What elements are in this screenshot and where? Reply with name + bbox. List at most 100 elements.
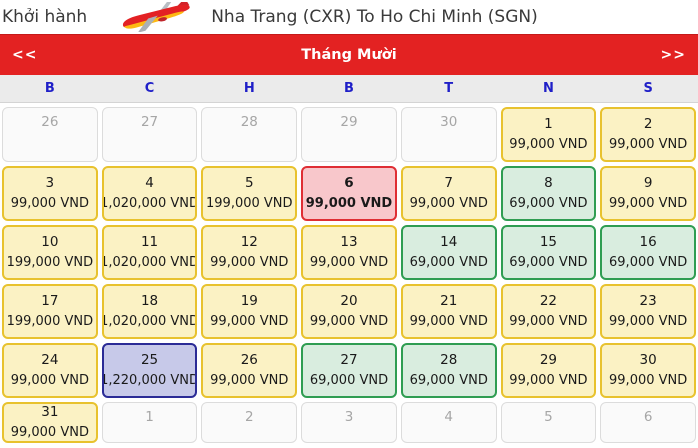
fare-price: 99,000 VND <box>409 196 488 212</box>
day-number: 4 <box>145 174 154 191</box>
calendar-day-cell[interactable]: 1 99,000 VND <box>500 107 597 162</box>
calendar-day-cell[interactable]: 17 199,000 VND <box>2 284 98 339</box>
day-number: 27 <box>140 114 159 130</box>
fare-price: 1,020,000 VND <box>101 255 198 271</box>
day-number: 18 <box>140 292 159 309</box>
calendar-day-cell: 27 <box>101 107 198 162</box>
calendar-day-cell[interactable]: 16 69,000 VND <box>600 225 696 280</box>
calendar-day-cell[interactable]: 28 69,000 VND <box>400 343 497 398</box>
calendar-day-cell[interactable]: 20 99,000 VND <box>301 284 397 339</box>
day-number: 10 <box>41 233 59 250</box>
fare-price: 69,000 VND <box>309 373 389 389</box>
day-number: 24 <box>41 351 59 368</box>
fare-price: 99,000 VND <box>509 314 588 330</box>
vietjet-airplane-logo <box>115 2 197 32</box>
calendar-day-cell[interactable]: 13 99,000 VND <box>301 225 397 280</box>
day-number: 8 <box>544 174 553 191</box>
calendar-day-cell[interactable]: 9 99,000 VND <box>600 166 696 221</box>
fare-price: 69,000 VND <box>509 196 588 212</box>
prev-month-button[interactable]: << <box>12 47 38 63</box>
day-number: 7 <box>444 174 453 191</box>
day-number: 25 <box>140 351 159 368</box>
day-number: 30 <box>639 351 657 368</box>
day-number: 22 <box>539 292 558 309</box>
day-number: 28 <box>440 351 458 368</box>
calendar-day-cell[interactable]: 30 99,000 VND <box>600 343 696 398</box>
fare-price: 99,000 VND <box>609 196 688 212</box>
day-number: 16 <box>639 233 657 250</box>
calendar-day-cell[interactable]: 7 99,000 VND <box>400 166 497 221</box>
calendar-day-cell[interactable]: 12 99,000 VND <box>201 225 298 280</box>
day-number: 3 <box>344 409 354 425</box>
calendar-day-cell: 4 <box>400 402 497 443</box>
calendar-day-cell[interactable]: 6 99,000 VND <box>301 166 397 221</box>
calendar-day-cell: 2 <box>201 402 298 443</box>
calendar-day-cell: 30 <box>400 107 497 162</box>
calendar-day-cell[interactable]: 2 99,000 VND <box>600 107 696 162</box>
calendar-day-cell[interactable]: 14 69,000 VND <box>400 225 497 280</box>
calendar-day-cell[interactable]: 19 99,000 VND <box>201 284 298 339</box>
day-number: 3 <box>45 174 55 191</box>
calendar-day-cell: 1 <box>101 402 198 443</box>
fare-price: 69,000 VND <box>609 255 688 271</box>
calendar-day-cell: 3 <box>301 402 397 443</box>
day-number: 4 <box>444 409 453 425</box>
day-number: 23 <box>639 292 657 309</box>
fare-price: 99,000 VND <box>609 373 688 389</box>
calendar-day-cell[interactable]: 24 99,000 VND <box>2 343 98 398</box>
fare-price: 199,000 VND <box>206 196 293 212</box>
day-number: 20 <box>340 292 358 309</box>
fare-price: 99,000 VND <box>309 314 389 330</box>
day-number: 5 <box>244 174 254 191</box>
day-number: 15 <box>539 233 558 250</box>
next-month-button[interactable]: >> <box>660 47 686 63</box>
day-number: 1 <box>145 409 154 425</box>
calendar-day-cell[interactable]: 22 99,000 VND <box>500 284 597 339</box>
fare-price: 99,000 VND <box>10 196 89 212</box>
day-number: 1 <box>544 115 553 132</box>
calendar-day-cell[interactable]: 15 69,000 VND <box>500 225 597 280</box>
weekday-label: C <box>144 81 155 96</box>
calendar-day-cell[interactable]: 21 99,000 VND <box>400 284 497 339</box>
calendar-day-cell[interactable]: 27 69,000 VND <box>301 343 397 398</box>
calendar-day-cell[interactable]: 25 1,220,000 VND <box>101 343 198 398</box>
calendar-day-cell[interactable]: 8 69,000 VND <box>500 166 597 221</box>
day-number: 11 <box>140 233 159 250</box>
weekday-label: H <box>243 81 255 96</box>
calendar-day-cell[interactable]: 18 1,020,000 VND <box>101 284 198 339</box>
day-number: 13 <box>340 233 358 250</box>
fare-price: 99,000 VND <box>305 196 393 212</box>
day-number: 6 <box>643 409 653 425</box>
fare-price: 99,000 VND <box>609 137 688 153</box>
day-number: 5 <box>544 409 553 425</box>
day-number: 19 <box>240 292 258 309</box>
day-number: 14 <box>440 233 458 250</box>
weekday-label: S <box>643 81 653 96</box>
fare-price: 99,000 VND <box>210 314 289 330</box>
fare-price: 99,000 VND <box>409 314 488 330</box>
weekday-label: B <box>344 81 354 96</box>
day-number: 26 <box>240 351 258 368</box>
departure-label: Khởi hành <box>2 7 88 27</box>
calendar-day-cell[interactable]: 10 199,000 VND <box>2 225 98 280</box>
month-title: Tháng Mười <box>301 47 397 63</box>
calendar-day-cell[interactable]: 29 99,000 VND <box>500 343 597 398</box>
fare-price: 99,000 VND <box>210 373 289 389</box>
fare-price: 99,000 VND <box>309 255 389 271</box>
day-number: 12 <box>240 233 258 250</box>
day-number: 28 <box>240 114 258 130</box>
calendar-day-cell[interactable]: 4 1,020,000 VND <box>101 166 198 221</box>
day-number: 30 <box>440 114 458 130</box>
calendar-day-cell[interactable]: 5 199,000 VND <box>201 166 298 221</box>
calendar-day-cell[interactable]: 31 99,000 VND <box>2 402 98 443</box>
day-number: 9 <box>643 174 653 191</box>
fare-price: 1,220,000 VND <box>101 373 198 389</box>
day-number: 29 <box>539 351 558 368</box>
fare-price: 99,000 VND <box>10 373 89 389</box>
calendar-day-cell[interactable]: 23 99,000 VND <box>600 284 696 339</box>
calendar-day-cell[interactable]: 26 99,000 VND <box>201 343 298 398</box>
calendar-day-cell[interactable]: 3 99,000 VND <box>2 166 98 221</box>
calendar-day-cell[interactable]: 11 1,020,000 VND <box>101 225 198 280</box>
